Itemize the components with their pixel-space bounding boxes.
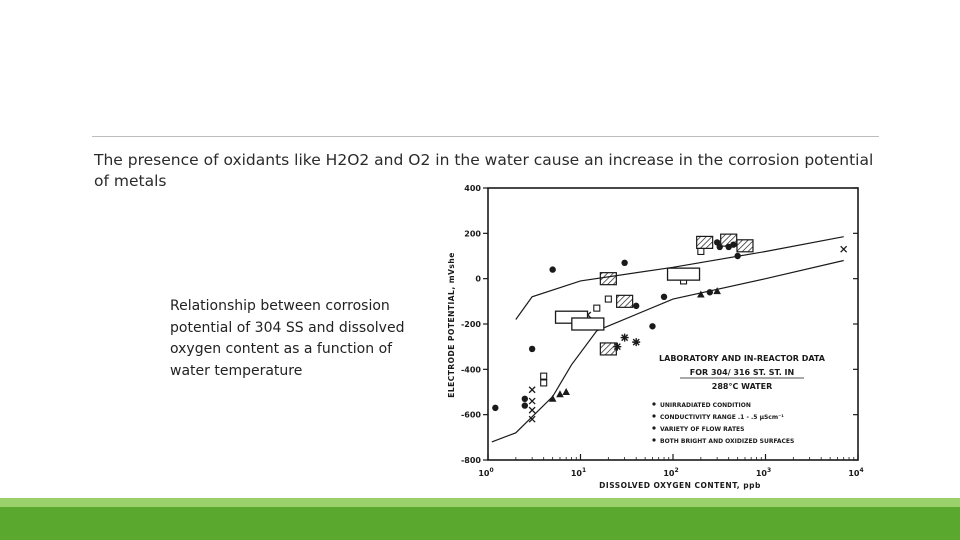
data-point-hatched-box bbox=[696, 235, 714, 250]
legend-bullet-marker bbox=[652, 426, 656, 430]
y-axis: 400 200 0 -200 -400 -600 -800 bbox=[461, 184, 858, 465]
data-points bbox=[492, 233, 848, 423]
data-point-circle bbox=[521, 395, 529, 402]
x-axis: 100 101 102 103 104 bbox=[478, 454, 864, 478]
data-point-hatched-box bbox=[616, 294, 634, 308]
data-point-circle bbox=[528, 345, 536, 353]
data-point-square bbox=[540, 372, 548, 380]
data-point-hatched-box bbox=[599, 272, 617, 286]
legend-bullet-marker bbox=[652, 414, 656, 418]
data-point-x bbox=[528, 415, 536, 423]
data-point-circle bbox=[549, 266, 556, 273]
data-point-circle bbox=[621, 259, 628, 266]
data-point-open-box bbox=[571, 317, 605, 331]
legend-bullet-1: UNIRRADIATED CONDITION bbox=[660, 402, 751, 409]
intro-text: The presence of oxidants like H2O2 and O… bbox=[94, 151, 874, 190]
data-point-square bbox=[593, 304, 601, 312]
legend-title-line-1: LABORATORY AND IN-REACTOR DATA bbox=[659, 354, 826, 363]
legend-title-line-3: 288°C WATER bbox=[712, 382, 772, 391]
y-tick-label: 400 bbox=[464, 184, 481, 193]
legend-title-line-2: FOR 304/ 316 ST. ST. IN bbox=[690, 368, 794, 377]
data-point-square bbox=[540, 379, 548, 387]
x-tick-label: 103 bbox=[756, 467, 771, 478]
x-axis-label: DISSOLVED OXYGEN CONTENT, ppb bbox=[599, 481, 761, 490]
data-point-circle bbox=[660, 293, 668, 300]
data-point-circle bbox=[521, 402, 529, 409]
data-point-x bbox=[528, 406, 536, 414]
data-point-circle bbox=[706, 289, 714, 296]
x-tick-label: 101 bbox=[571, 467, 586, 478]
data-point-square bbox=[604, 295, 612, 303]
data-point-triangle bbox=[548, 394, 557, 402]
legend-bullet-marker bbox=[652, 402, 656, 406]
footer-accent-strip bbox=[0, 498, 960, 507]
data-point-triangle bbox=[697, 290, 705, 298]
y-tick-label: 0 bbox=[475, 275, 481, 284]
data-point-star bbox=[613, 342, 622, 351]
y-tick-label: -800 bbox=[461, 456, 481, 465]
data-point-circle bbox=[734, 252, 741, 260]
data-point-star bbox=[632, 338, 641, 347]
footer-bar bbox=[0, 507, 960, 540]
data-point-star bbox=[620, 333, 629, 342]
data-point-circle bbox=[632, 302, 640, 310]
data-point-x bbox=[840, 245, 848, 253]
data-point-square bbox=[697, 247, 705, 256]
x-tick-label: 100 bbox=[478, 467, 493, 478]
x-tick-label: 104 bbox=[848, 467, 863, 478]
x-tick-label: 102 bbox=[663, 467, 678, 478]
legend-bullet-4: BOTH BRIGHT AND OXIDIZED SURFACES bbox=[660, 438, 794, 445]
data-point-x bbox=[528, 397, 536, 405]
data-point-triangle bbox=[562, 388, 570, 395]
data-point-triangle bbox=[713, 287, 721, 295]
data-point-x bbox=[528, 386, 536, 394]
figure-caption: Relationship between corrosion potential… bbox=[170, 298, 405, 379]
y-tick-label: -600 bbox=[461, 411, 481, 420]
y-tick-label: -400 bbox=[461, 365, 481, 374]
data-point-open-box bbox=[666, 267, 701, 281]
title-divider bbox=[92, 136, 879, 137]
band-lower-curve bbox=[491, 259, 844, 443]
legend-bullet-2: CONDUCTIVITY RANGE .1 - .5 µScm⁻¹ bbox=[660, 414, 784, 421]
data-point-hatched-box bbox=[720, 233, 738, 247]
data-point-circle bbox=[649, 323, 656, 330]
data-point-circle bbox=[492, 404, 499, 412]
y-tick-label: 200 bbox=[464, 229, 481, 238]
data-point-triangle bbox=[556, 390, 564, 398]
legend-bullet-marker bbox=[652, 438, 656, 442]
legend-bullet-3: VARIETY OF FLOW RATES bbox=[660, 426, 744, 433]
chart-legend: LABORATORY AND IN-REACTOR DATA FOR 304/ … bbox=[652, 354, 826, 445]
data-point-hatched-box bbox=[736, 239, 754, 253]
y-tick-label: -200 bbox=[461, 320, 481, 329]
y-axis-label: ELECTRODE POTENTIAL, mVshe bbox=[447, 252, 456, 398]
data-point-hatched-box bbox=[599, 342, 617, 356]
band-upper-curve bbox=[515, 236, 844, 320]
